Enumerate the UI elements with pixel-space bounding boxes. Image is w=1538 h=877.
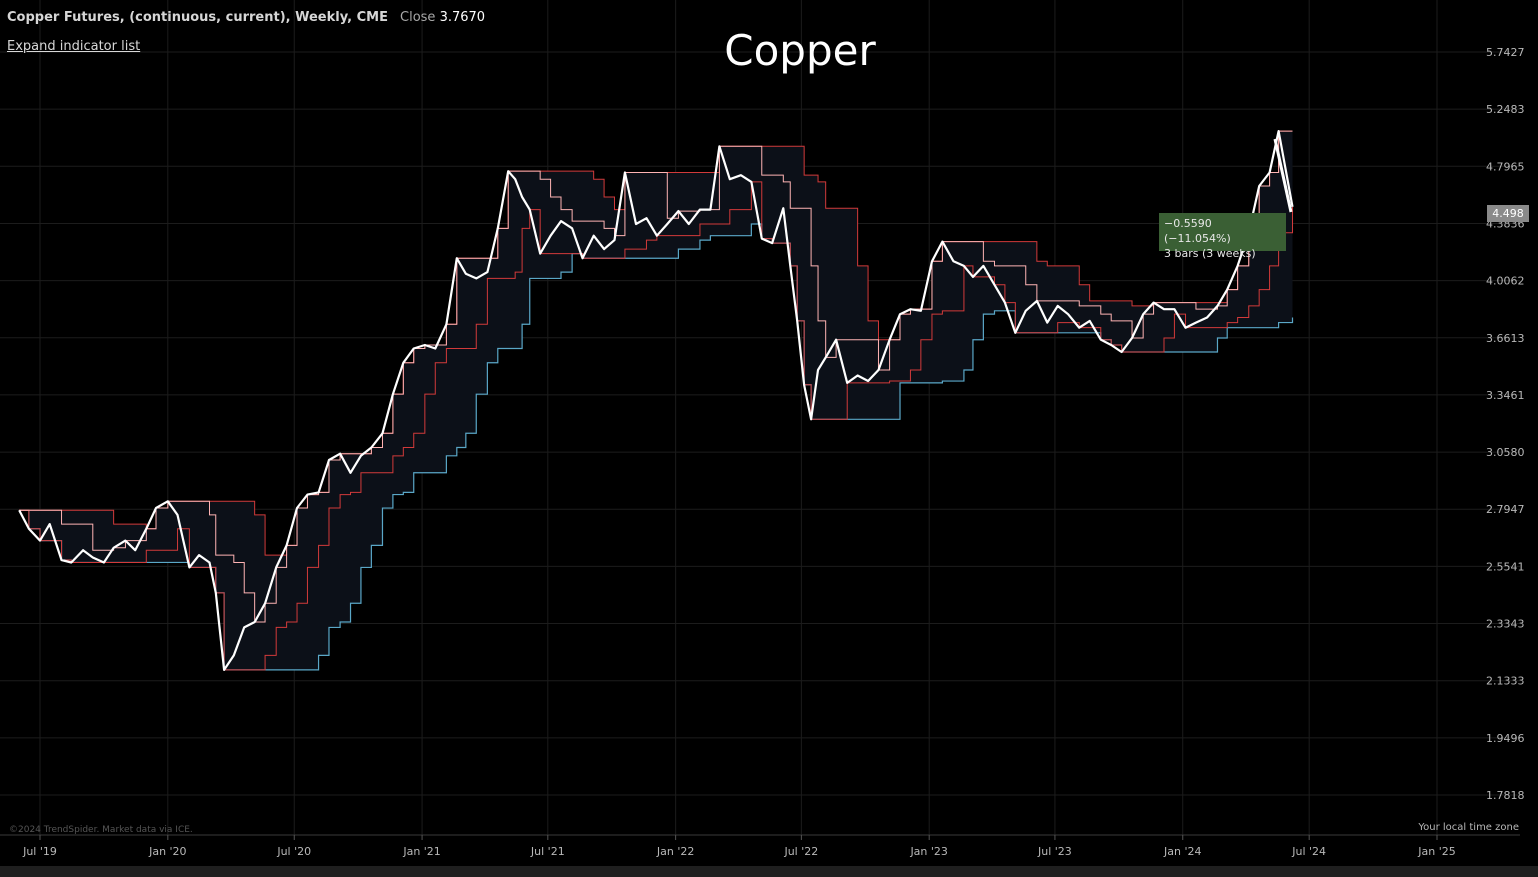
chart-title: Copper xyxy=(724,26,876,75)
grid xyxy=(0,0,1520,835)
y-tick-label: 2.5541 xyxy=(1486,560,1525,573)
last-price-tag: 4.498 xyxy=(1487,205,1529,222)
x-tick-label: Jul '24 xyxy=(1291,845,1326,858)
symbol-title: Copper Futures, (continuous, current), W… xyxy=(7,10,388,25)
y-tick-label: 5.7427 xyxy=(1486,46,1525,59)
chart-header: Copper Futures, (continuous, current), W… xyxy=(7,10,485,25)
x-tick-label: Jan '22 xyxy=(656,845,694,858)
measure-change: −0.5590 (−11.054%) xyxy=(1164,217,1231,245)
y-tick-label: 3.3461 xyxy=(1486,389,1525,402)
y-tick-label: 4.7965 xyxy=(1486,160,1525,173)
x-axis: Jul '19 Jan '20 Jul '20 Jan '21 Jul '21 Jan '… xyxy=(22,835,1456,858)
channel-fill xyxy=(19,131,1293,670)
x-tick-label: Jul '21 xyxy=(530,845,565,858)
x-tick-label: Jan '25 xyxy=(1417,845,1455,858)
x-tick-label: Jul '22 xyxy=(783,845,818,858)
expand-indicator-link[interactable]: Expand indicator list xyxy=(7,39,141,54)
y-tick-label: 2.7947 xyxy=(1486,503,1525,516)
measure-line xyxy=(1273,138,1293,213)
y-tick-label: 3.6613 xyxy=(1486,332,1525,345)
y-tick-label: 3.0580 xyxy=(1486,446,1525,459)
lower-channel-line xyxy=(19,223,1294,671)
bottom-scroll-strip[interactable] xyxy=(0,866,1538,877)
price-line[interactable] xyxy=(18,130,1294,671)
price-series xyxy=(18,130,1294,671)
x-tick-label: Jan '21 xyxy=(402,845,440,858)
x-tick-label: Jan '20 xyxy=(148,845,186,858)
channel-bands xyxy=(19,130,1294,671)
x-tick-label: Jan '23 xyxy=(909,845,947,858)
x-tick-label: Jul '20 xyxy=(276,845,311,858)
y-tick-label: 2.3343 xyxy=(1486,618,1525,631)
x-tick-label: Jul '19 xyxy=(22,845,57,858)
close-value: 3.7670 xyxy=(439,10,486,25)
measure-tooltip: −0.5590 (−11.054%) 3 bars (3 weeks) xyxy=(1159,213,1286,260)
y-tick-label: 2.1333 xyxy=(1486,675,1525,688)
close-label: Close xyxy=(400,10,436,25)
x-tick-label: Jan '24 xyxy=(1163,845,1201,858)
y-tick-label: 1.9496 xyxy=(1486,732,1525,745)
data-credit: ©2024 TrendSpider. Market data via ICE. xyxy=(9,825,193,835)
y-axis: 5.74275.24834.79654.38364.00623.66133.34… xyxy=(1486,46,1525,802)
y-tick-label: 5.2483 xyxy=(1486,103,1525,116)
measure-bars: 3 bars (3 weeks) xyxy=(1164,247,1256,260)
y-tick-label: 4.0062 xyxy=(1486,275,1525,288)
x-tick-label: Jul '23 xyxy=(1037,845,1072,858)
timezone-label[interactable]: Your local time zone xyxy=(1418,822,1519,833)
y-tick-label: 1.7818 xyxy=(1486,789,1525,802)
inner-upper-line xyxy=(19,130,1293,623)
